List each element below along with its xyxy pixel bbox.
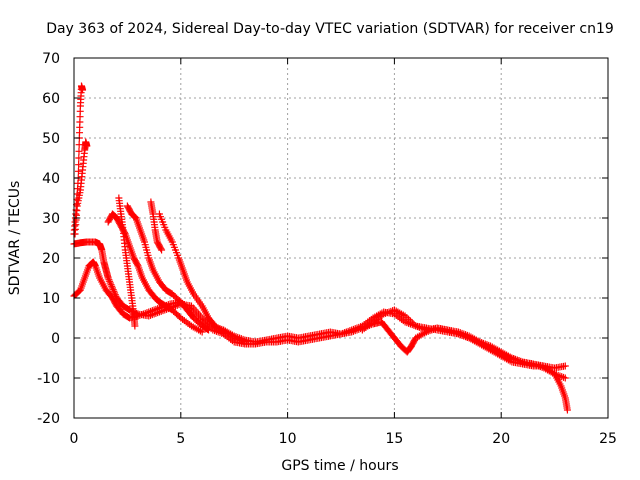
data-point bbox=[105, 276, 113, 284]
y-tick-label: -10 bbox=[37, 371, 60, 387]
y-tick-label: 30 bbox=[42, 211, 60, 227]
data-point bbox=[75, 161, 83, 169]
data-point bbox=[75, 141, 83, 149]
data-point bbox=[108, 282, 116, 290]
data-marks bbox=[70, 82, 571, 414]
data-point bbox=[75, 147, 83, 155]
data-point bbox=[74, 167, 82, 175]
data-point bbox=[83, 142, 91, 150]
x-tick-label: 25 bbox=[599, 431, 617, 447]
x-tick-label: 20 bbox=[492, 431, 510, 447]
data-point bbox=[109, 286, 117, 294]
x-tick-label: 10 bbox=[279, 431, 297, 447]
grid bbox=[74, 58, 608, 418]
data-point bbox=[107, 281, 115, 289]
y-axis-label: SDTVAR / TECUs bbox=[7, 181, 23, 296]
x-tick-label: 5 bbox=[176, 431, 185, 447]
data-point bbox=[106, 277, 114, 285]
y-tick-label: 10 bbox=[42, 291, 60, 307]
data-point bbox=[108, 284, 116, 292]
data-point bbox=[104, 274, 112, 282]
series-track-8 bbox=[147, 198, 166, 254]
y-tick-label: 70 bbox=[42, 51, 60, 67]
data-point bbox=[158, 246, 166, 254]
data-point bbox=[110, 287, 118, 295]
data-point bbox=[111, 289, 119, 297]
data-point bbox=[563, 406, 571, 414]
series-track-11 bbox=[241, 318, 571, 414]
data-point bbox=[133, 261, 141, 269]
y-tick-label: 50 bbox=[42, 131, 60, 147]
y-tick-label: 20 bbox=[42, 251, 60, 267]
data-point bbox=[561, 374, 569, 382]
plot-frame bbox=[73, 57, 609, 419]
data-point bbox=[106, 279, 114, 287]
x-tick-label: 0 bbox=[70, 431, 79, 447]
data-point bbox=[131, 322, 139, 330]
x-axis-label: GPS time / hours bbox=[281, 458, 398, 474]
data-point bbox=[561, 362, 569, 370]
y-tick-label: 60 bbox=[42, 91, 60, 107]
series-track-6 bbox=[115, 194, 139, 330]
data-point bbox=[205, 326, 213, 334]
data-point bbox=[157, 245, 165, 253]
series-track-12 bbox=[358, 306, 569, 382]
y-tick-label: 0 bbox=[51, 331, 60, 347]
series-track-7 bbox=[123, 202, 213, 334]
data-point bbox=[75, 154, 83, 162]
y-tick-label: -20 bbox=[37, 411, 60, 427]
y-axis-ticks: -20 -10 0 10 20 30 40 50 60 70 bbox=[37, 51, 608, 427]
data-point bbox=[79, 86, 87, 94]
x-axis-ticks: 0 5 10 15 20 25 bbox=[70, 58, 617, 447]
x-tick-label: 15 bbox=[385, 431, 403, 447]
series-track-2 bbox=[71, 138, 91, 238]
data-point bbox=[198, 328, 206, 336]
chart-title: Day 363 of 2024, Sidereal Day-to-day VTE… bbox=[46, 21, 614, 37]
series-track-9 bbox=[155, 210, 228, 336]
data-point bbox=[204, 325, 211, 333]
y-tick-label: 40 bbox=[42, 171, 60, 187]
series-track-4 bbox=[70, 258, 249, 348]
